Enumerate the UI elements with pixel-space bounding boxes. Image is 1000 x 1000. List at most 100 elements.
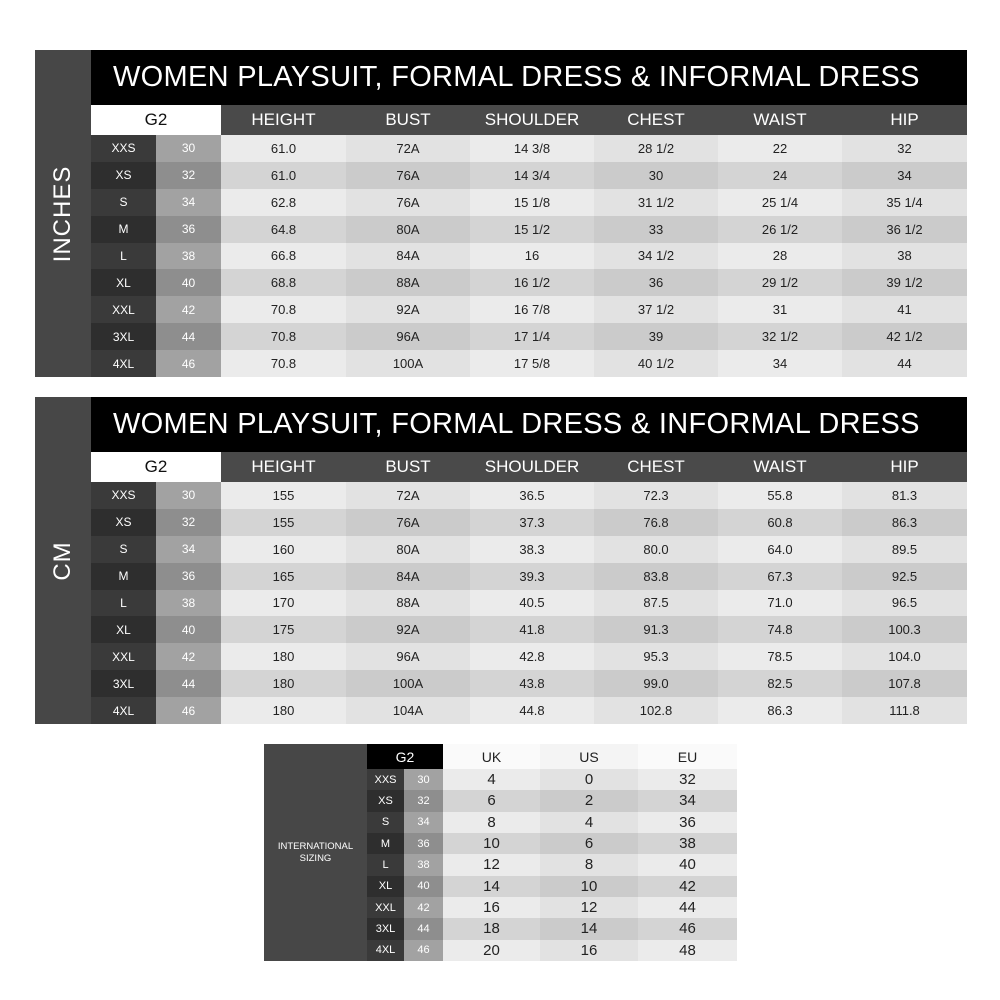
- inches_table-table-cell: 76A: [346, 161, 470, 189]
- intl-table-cell: 20: [443, 939, 540, 961]
- cm_table-g2-size: 44: [156, 670, 221, 698]
- inches_table-title: WOMEN PLAYSUIT, FORMAL DRESS & INFORMAL …: [91, 50, 967, 105]
- cm_table-size-label: S: [91, 535, 156, 563]
- intl-g2-size: 44: [404, 918, 443, 940]
- inches_table-table-cell: 36: [594, 269, 718, 297]
- inches_table-table-cell: 41: [842, 296, 967, 324]
- unit-label: INCHES: [49, 165, 76, 262]
- inches_table-table-cell: 28: [718, 242, 842, 270]
- inches_table-size-label: XS: [91, 161, 156, 189]
- intl-g2-size: 30: [404, 769, 443, 791]
- intl-size-label: XL: [367, 875, 404, 897]
- cm_table-table-cell: 88A: [346, 589, 470, 617]
- intl-size-label: XXL: [367, 897, 404, 919]
- intl-table-cell: 16: [443, 897, 540, 919]
- inches_table-table-cell: 33: [594, 215, 718, 243]
- inches_table-table-cell: 61.0: [221, 161, 346, 189]
- inches_table-table-cell: 70.8: [221, 323, 346, 351]
- intl-table-cell: 44: [638, 897, 737, 919]
- intl-label-line1: INTERNATIONAL: [277, 840, 354, 852]
- inches_table-table-cell: 39: [594, 323, 718, 351]
- intl-size-label: XXS: [367, 769, 404, 791]
- inches_table-table-cell: 88A: [346, 269, 470, 297]
- inches_table-table-cell: 17 1/4: [470, 323, 594, 351]
- cm_table-column-header: SHOULDER: [470, 452, 594, 482]
- inches_table-table-cell: 76A: [346, 188, 470, 216]
- unit-label: CM: [49, 540, 76, 581]
- inches_table-table-cell: 34: [842, 161, 967, 189]
- intl-size-label: M: [367, 833, 404, 855]
- intl-sizing-label: INTERNATIONAL SIZING: [264, 744, 367, 961]
- inches_table-table-cell: 15 1/8: [470, 188, 594, 216]
- inches_table-size-label: XXL: [91, 296, 156, 324]
- cm_table-table-cell: 165: [221, 562, 346, 590]
- intl-g2-size: 38: [404, 854, 443, 876]
- intl-table-cell: 4: [540, 811, 638, 833]
- inches_table-table-cell: 66.8: [221, 242, 346, 270]
- cm_table-table-cell: 104.0: [842, 643, 967, 671]
- cm_table-table-cell: 180: [221, 670, 346, 698]
- cm_table-size-label: 3XL: [91, 670, 156, 698]
- inches_table-g2-size: 40: [156, 269, 221, 297]
- inches_table-table-cell: 70.8: [221, 350, 346, 377]
- cm_table-table-cell: 96.5: [842, 589, 967, 617]
- intl-size-label: S: [367, 811, 404, 833]
- cm_table-table-cell: 40.5: [470, 589, 594, 617]
- inches_table-table-cell: 70.8: [221, 296, 346, 324]
- intl-table-cell: 10: [540, 875, 638, 897]
- intl-table-cell: 32: [638, 769, 737, 791]
- intl-table-cell: 38: [638, 833, 737, 855]
- cm_table-table-cell: 80A: [346, 535, 470, 563]
- intl-table-cell: 40: [638, 854, 737, 876]
- inches_table-column-header: HIP: [842, 105, 967, 135]
- cm_table-table-cell: 82.5: [718, 670, 842, 698]
- inches_table-size-label: M: [91, 215, 156, 243]
- intl-table-cell: 12: [540, 897, 638, 919]
- inches_table-table-cell: 14 3/8: [470, 135, 594, 162]
- cm_table-size-label: 4XL: [91, 697, 156, 724]
- cm_table-table-cell: 91.3: [594, 616, 718, 644]
- intl-column-header: EU: [638, 744, 737, 769]
- inches_table-table-cell: 16: [470, 242, 594, 270]
- intl-column-header: US: [540, 744, 638, 769]
- cm_table-table-cell: 84A: [346, 562, 470, 590]
- cm_table-g2-size: 42: [156, 643, 221, 671]
- cm_table-g2-size: 34: [156, 535, 221, 563]
- intl-size-label: 4XL: [367, 939, 404, 961]
- cm_table-table-cell: 175: [221, 616, 346, 644]
- cm_table-table-cell: 180: [221, 643, 346, 671]
- inches_table-table-cell: 36 1/2: [842, 215, 967, 243]
- cm_table-size-label: XS: [91, 508, 156, 536]
- cm_table-g2-size: 38: [156, 589, 221, 617]
- cm_table-table-cell: 76.8: [594, 508, 718, 536]
- inches_table-table-cell: 32 1/2: [718, 323, 842, 351]
- cm_table-table-cell: 81.3: [842, 482, 967, 509]
- inches_table-size-label: XL: [91, 269, 156, 297]
- intl-label-text: INTERNATIONAL SIZING: [278, 841, 353, 865]
- inches_table-g2-size: 38: [156, 242, 221, 270]
- inches_table-column-header: SHOULDER: [470, 105, 594, 135]
- cm_table-table-cell: 92.5: [842, 562, 967, 590]
- cm_table-table-cell: 104A: [346, 697, 470, 724]
- inches_table-size-label: L: [91, 242, 156, 270]
- inches_table-table-cell: 32: [842, 135, 967, 162]
- cm_table-table-cell: 86.3: [718, 697, 842, 724]
- cm_table-g2-size: 40: [156, 616, 221, 644]
- inches_table-table-cell: 42 1/2: [842, 323, 967, 351]
- inches_table-g2-size: 36: [156, 215, 221, 243]
- inches_table-table-cell: 34 1/2: [594, 242, 718, 270]
- inches_table-table-cell: 61.0: [221, 135, 346, 162]
- cm_table-table-cell: 67.3: [718, 562, 842, 590]
- cm_table-table-cell: 99.0: [594, 670, 718, 698]
- inches_table-table-cell: 29 1/2: [718, 269, 842, 297]
- inches_table-table-cell: 40 1/2: [594, 350, 718, 377]
- inches_table-g2-size: 34: [156, 188, 221, 216]
- intl-g2-size: 42: [404, 897, 443, 919]
- inches_table-size-label: S: [91, 188, 156, 216]
- cm_table-table-cell: 76A: [346, 508, 470, 536]
- inches_table-table-cell: 17 5/8: [470, 350, 594, 377]
- inches_table-unit-sidebar: INCHES: [35, 50, 91, 377]
- cm_table-table-cell: 60.8: [718, 508, 842, 536]
- cm_table-g2-size: 32: [156, 508, 221, 536]
- intl-g2-header: G2: [367, 744, 443, 769]
